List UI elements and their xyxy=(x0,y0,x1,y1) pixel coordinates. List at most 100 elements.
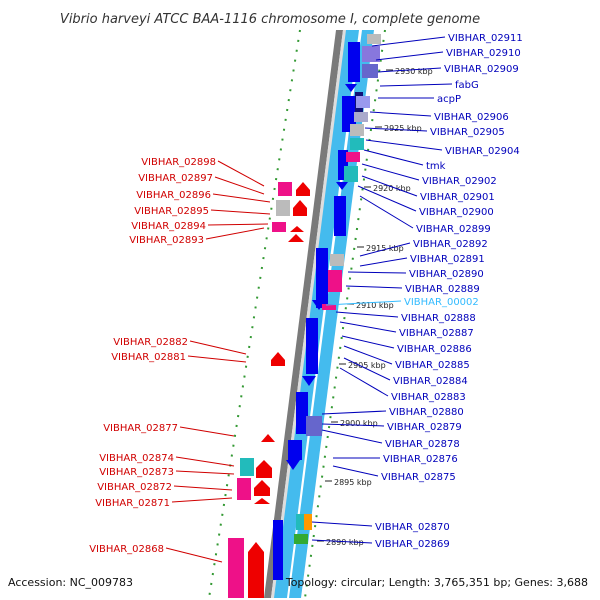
leader-line xyxy=(311,521,373,527)
scale-ticks: 2930 kbp 2925 kbp 2920 kbp 2915 kbp 2910 kbp… xyxy=(317,67,433,547)
gene-box xyxy=(367,34,381,44)
leader-line xyxy=(377,67,442,73)
gene-box xyxy=(294,534,308,544)
gene-label-left[interactable]: VIBHAR_02874 xyxy=(99,453,174,464)
gene-label-left[interactable]: VIBHAR_02893 xyxy=(129,235,204,246)
leader-line xyxy=(165,547,223,563)
gene-arrow xyxy=(312,300,326,310)
gene-box xyxy=(362,46,380,62)
tick-label: 2910 kbp xyxy=(356,301,394,310)
gene-label-right[interactable]: VIBHAR_02890 xyxy=(409,269,484,280)
gene-label-right[interactable]: VIBHAR_02905 xyxy=(430,127,505,138)
gene-block xyxy=(342,96,356,132)
gene-label-right[interactable]: VIBHAR_02888 xyxy=(401,313,476,324)
gene-label-right[interactable]: VIBHAR_02883 xyxy=(391,392,466,403)
leader-line xyxy=(187,355,247,363)
strand-genes xyxy=(273,42,363,580)
gene-label-right[interactable]: fabG xyxy=(455,80,479,91)
gene-arrow xyxy=(271,352,285,366)
leader-line xyxy=(363,149,424,166)
gene-label-right[interactable]: VIBHAR_02885 xyxy=(395,360,470,371)
leader-line xyxy=(364,127,428,132)
leader-line xyxy=(361,163,420,181)
inner-ring-genes xyxy=(294,34,381,544)
gene-label-left[interactable]: VIBHAR_02882 xyxy=(113,337,188,348)
gene-label-right[interactable]: VIBHAR_02891 xyxy=(410,254,485,265)
leader-line xyxy=(347,271,407,274)
leader-line xyxy=(343,357,391,381)
gene-box xyxy=(350,124,364,136)
gene-label-right[interactable]: VIBHAR_02904 xyxy=(445,146,520,157)
gene-label-right[interactable]: VIBHAR_02902 xyxy=(422,176,497,187)
tick-label: 2930 kbp xyxy=(395,67,433,76)
gene-label-right[interactable]: VIBHAR_02879 xyxy=(387,422,462,433)
gene-label-left[interactable]: VIBHAR_02894 xyxy=(131,221,206,232)
tick-label: 2920 kbp xyxy=(373,184,411,193)
leader-line xyxy=(171,497,233,503)
gene-label-left[interactable]: VIBHAR_02881 xyxy=(111,352,186,363)
leader-line xyxy=(339,321,397,333)
gene-arrow xyxy=(336,182,348,190)
gene-label-right[interactable]: VIBHAR_02911 xyxy=(448,33,523,44)
gene-label-right[interactable]: acpP xyxy=(437,94,461,105)
gene-label-right[interactable]: VIBHAR_02901 xyxy=(420,192,495,203)
leader-line xyxy=(375,51,444,61)
gene-label-right[interactable]: VIBHAR_02876 xyxy=(383,454,458,465)
tick-label: 2900 kbp xyxy=(340,419,378,428)
gene-label-left[interactable]: VIBHAR_02868 xyxy=(89,544,164,555)
gene-block xyxy=(273,520,283,580)
leader-line xyxy=(175,470,235,475)
gene-label-right[interactable]: VIBHAR_02886 xyxy=(397,344,472,355)
gene-label-right[interactable]: VIBHAR_02870 xyxy=(375,522,450,533)
leader-line xyxy=(359,257,408,267)
gene-box xyxy=(306,416,322,436)
gene-label-right[interactable]: VIBHAR_02878 xyxy=(385,439,460,450)
gene-block xyxy=(306,318,318,374)
label-leader-lines xyxy=(165,36,453,563)
leader-line xyxy=(210,209,271,215)
gene-box xyxy=(296,514,306,530)
gene-label-right[interactable]: VIBHAR_02880 xyxy=(389,407,464,418)
gene-label-left[interactable]: VIBHAR_02895 xyxy=(134,206,209,217)
gene-label-right[interactable]: VIBHAR_00002 xyxy=(404,297,479,308)
gene-label-right[interactable]: VIBHAR_02889 xyxy=(405,284,480,295)
gene-label-left[interactable]: VIBHAR_02898 xyxy=(141,157,216,168)
gene-box xyxy=(322,304,336,310)
gene-arrow xyxy=(248,542,264,598)
gene-label-left[interactable]: VIBHAR_02877 xyxy=(103,423,178,434)
gene-label-left[interactable]: VIBHAR_02871 xyxy=(95,498,170,509)
gene-block xyxy=(296,392,308,434)
gene-label-right[interactable]: VIBHAR_02884 xyxy=(393,376,468,387)
leader-line xyxy=(321,429,383,444)
gene-box xyxy=(278,182,292,196)
gene-block xyxy=(288,440,302,460)
gene-label-right[interactable]: tmk xyxy=(426,161,446,172)
leader-line xyxy=(321,410,387,415)
gene-arrow xyxy=(296,182,310,196)
leader-line xyxy=(359,242,411,257)
gene-label-left[interactable]: VIBHAR_02872 xyxy=(97,482,172,493)
topology-text: Topology: circular; Length: 3,765,351 bp… xyxy=(285,576,588,589)
leader-line xyxy=(179,426,235,437)
leader-line xyxy=(335,311,399,318)
gene-label-right[interactable]: VIBHAR_02900 xyxy=(419,207,494,218)
gene-box xyxy=(304,514,312,530)
gene-label-right[interactable]: VIBHAR_02899 xyxy=(416,224,491,235)
gene-label-left[interactable]: VIBHAR_02873 xyxy=(99,467,174,478)
leader-line xyxy=(214,176,265,195)
gene-arrow xyxy=(286,460,300,470)
gene-label-left[interactable]: VIBHAR_02897 xyxy=(138,173,213,184)
gene-box xyxy=(328,270,342,292)
map-title: Vibrio harveyi ATCC BAA-1116 chromosome … xyxy=(60,12,480,27)
gene-label-right[interactable]: VIBHAR_02892 xyxy=(413,239,488,250)
backbone-line xyxy=(264,30,343,598)
gene-arrow xyxy=(261,434,275,442)
gene-label-right[interactable]: VIBHAR_02887 xyxy=(399,328,474,339)
gene-label-right[interactable]: VIBHAR_02906 xyxy=(434,112,509,123)
gene-label-left[interactable]: VIBHAR_02896 xyxy=(136,190,211,201)
gene-label-right[interactable]: VIBHAR_02869 xyxy=(375,539,450,550)
gene-label-right[interactable]: VIBHAR_02875 xyxy=(381,472,456,483)
gene-label-right[interactable]: VIBHAR_02909 xyxy=(444,64,519,75)
gene-label-right[interactable]: VIBHAR_02910 xyxy=(446,48,521,59)
